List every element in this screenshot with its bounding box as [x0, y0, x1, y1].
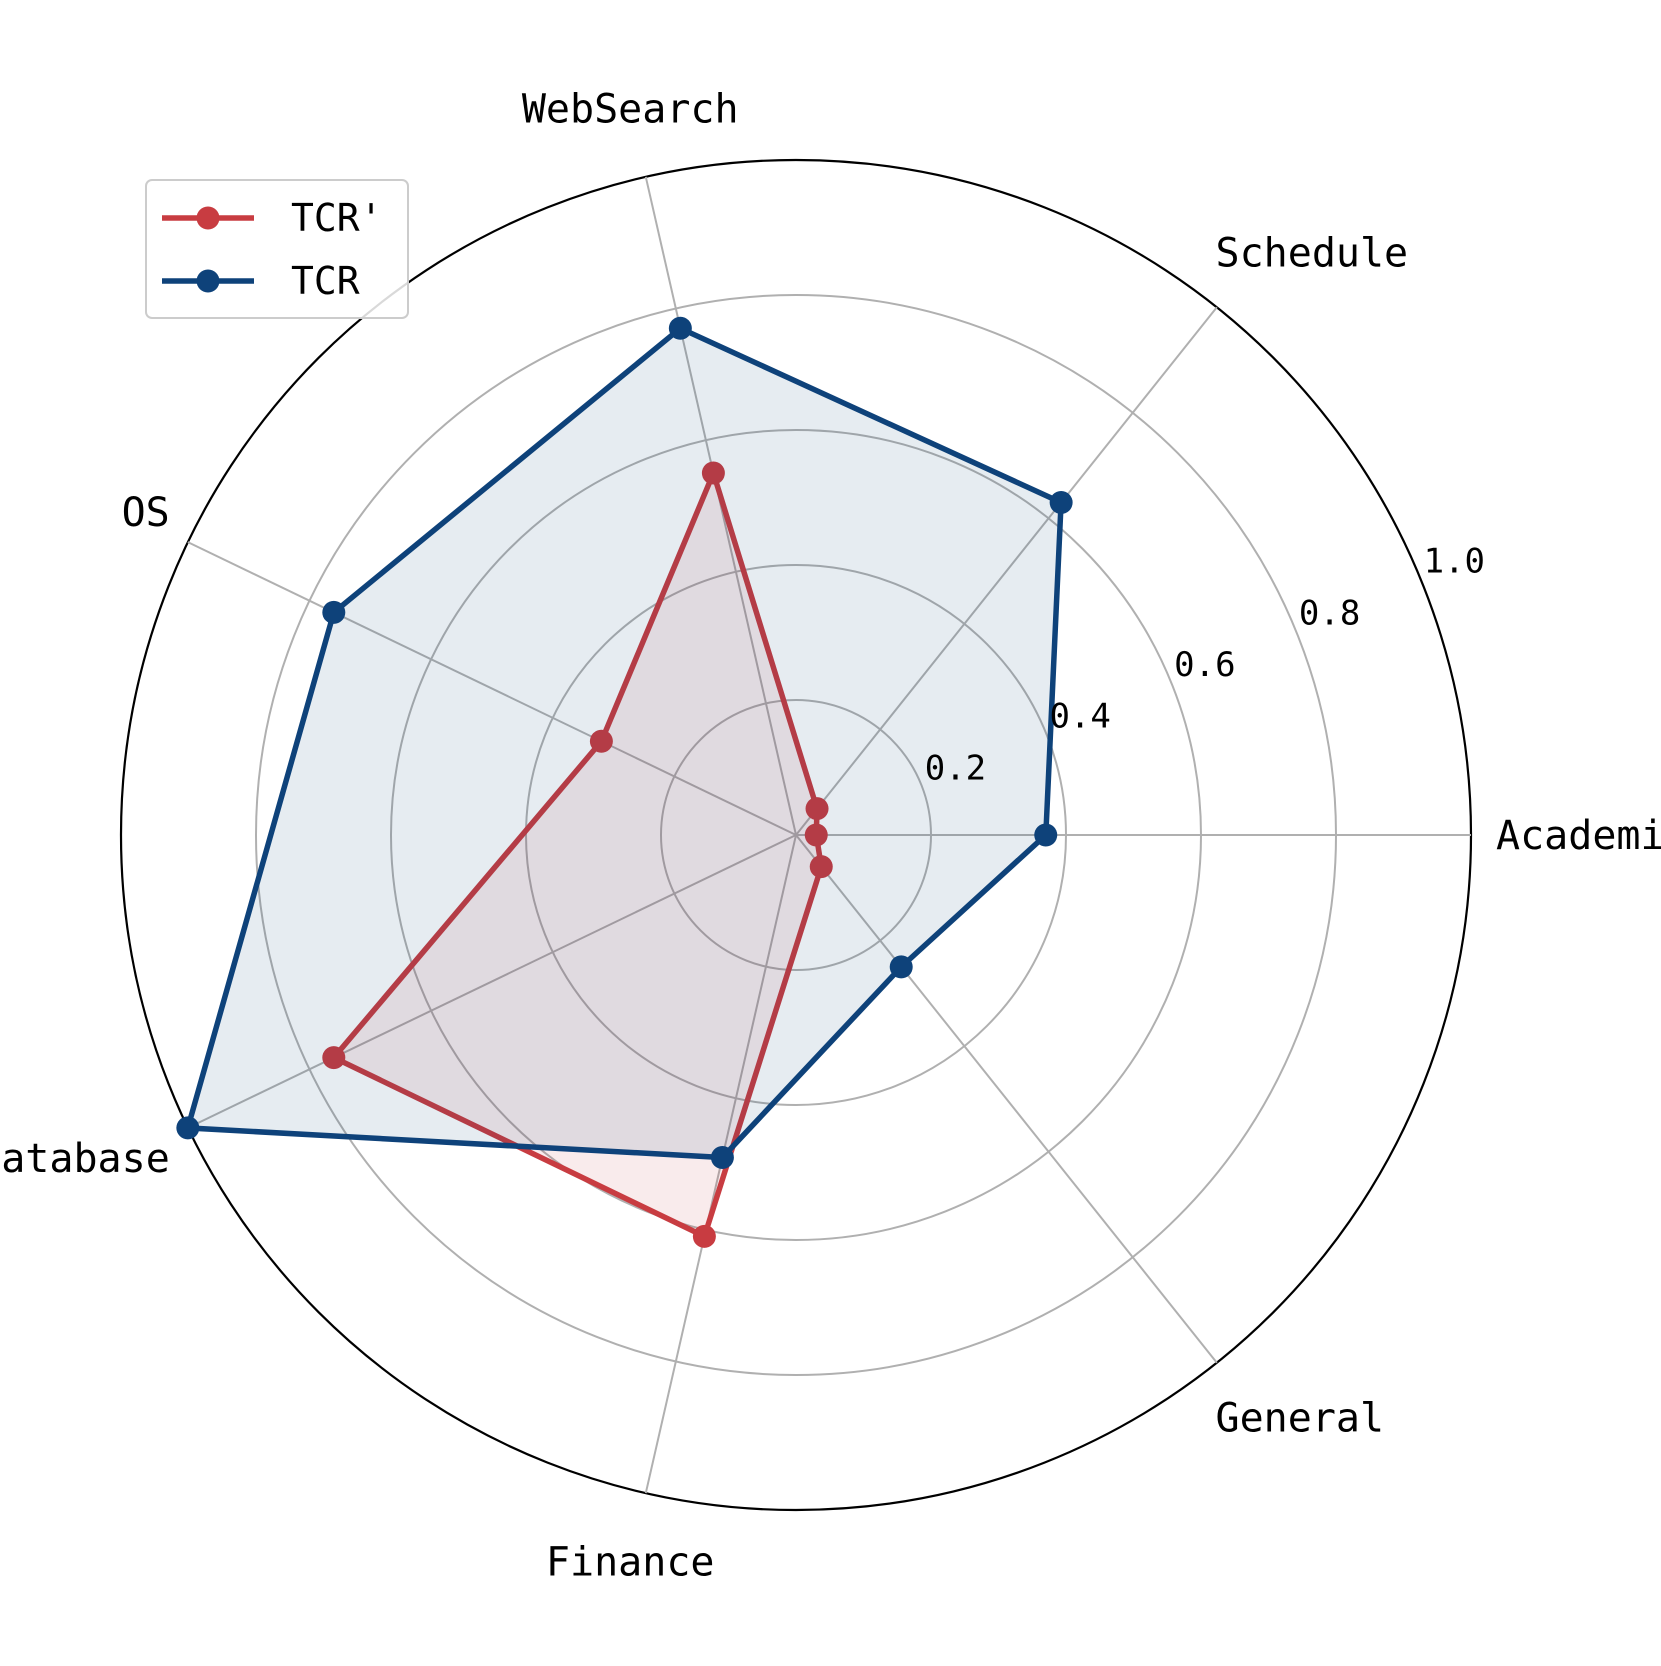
data-point [804, 823, 828, 847]
radial-tick-label: 0.4 [1049, 697, 1110, 737]
category-label: General [1215, 1395, 1384, 1441]
spoke-line [187, 541, 797, 836]
label-layer: 0.2 0.4 0.6 0.8 1.0 Academic Schedule WebSearch… [0, 87, 1661, 1586]
legend-entry: TCR [162, 259, 360, 303]
category-label: Database [0, 1136, 170, 1182]
series-line [329, 465, 825, 1241]
category-label: OS [122, 490, 170, 536]
data-point [668, 316, 692, 340]
series-fill [187, 328, 1062, 1158]
legend-label: TCR [291, 259, 360, 303]
category-label: Academic [1496, 813, 1661, 859]
data-point [889, 955, 913, 979]
spoke-line [795, 834, 1218, 1364]
radial-tick-label: 0.2 [925, 748, 986, 788]
data-point [322, 600, 346, 624]
legend-marker [196, 269, 220, 293]
data-point [692, 1224, 716, 1248]
series-group [176, 316, 1073, 1169]
data-point [1034, 823, 1058, 847]
spoke-line [187, 834, 797, 1129]
radial-tick-label: 1.0 [1424, 542, 1485, 582]
spoke-line [795, 306, 1218, 836]
radial-tick-label: 0.8 [1299, 593, 1360, 633]
series-group [322, 461, 833, 1248]
series-layer [176, 316, 1073, 1248]
data-point [809, 855, 833, 879]
legend: TCR' TCR [145, 179, 409, 319]
data-point [710, 1145, 734, 1169]
series-fill [333, 473, 822, 1237]
category-label: Finance [546, 1539, 715, 1585]
data-point [589, 729, 613, 753]
data-point [176, 1116, 200, 1140]
legend-marker [196, 206, 220, 230]
category-label: WebSearch [522, 87, 739, 133]
data-point [1049, 491, 1073, 515]
series-line [184, 325, 1064, 1161]
legend-label: TCR' [291, 196, 383, 240]
data-point [322, 1046, 346, 1070]
data-point [701, 461, 725, 485]
legend-entry: TCR' [162, 196, 383, 240]
data-point [805, 797, 829, 821]
grid-layer [119, 158, 1473, 1512]
radial-tick-label: 0.6 [1174, 645, 1235, 685]
category-label: Schedule [1215, 231, 1408, 277]
